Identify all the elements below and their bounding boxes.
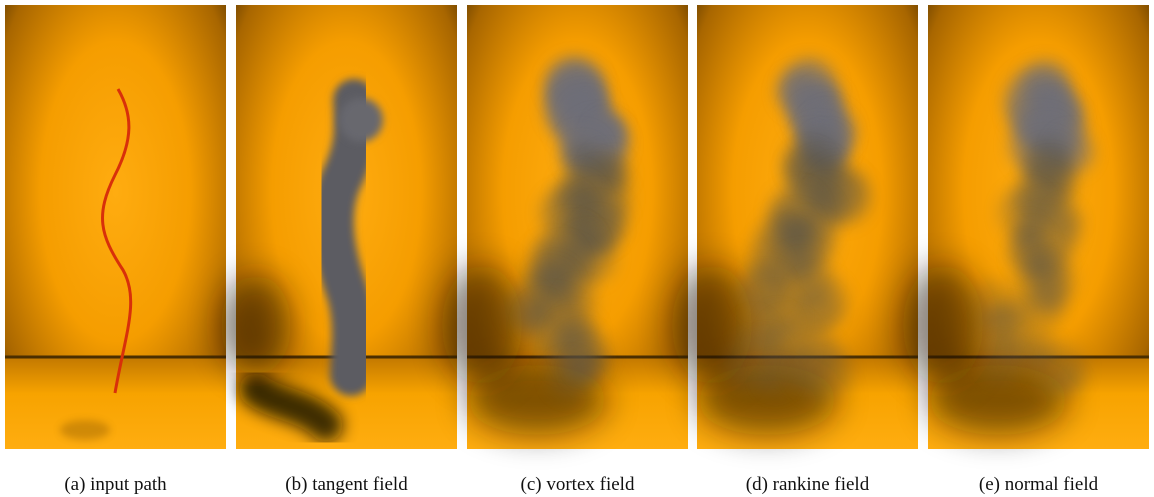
caption: (d) rankine field xyxy=(746,474,870,495)
shadow xyxy=(60,420,110,440)
caption: (e) normal field xyxy=(979,474,1099,495)
shadow xyxy=(903,265,983,385)
smoke-puff xyxy=(548,357,590,399)
shadow xyxy=(221,275,291,375)
caption: (c) vortex field xyxy=(521,474,635,495)
panel xyxy=(442,5,688,449)
smoke-puff xyxy=(1051,363,1080,392)
caption: (b) tangent field xyxy=(285,474,408,495)
shadow xyxy=(442,265,522,385)
panel xyxy=(5,5,226,449)
smoke-head xyxy=(339,98,383,142)
panel xyxy=(221,5,457,449)
figure: (a) input path (b) tangent field (c) vorte… xyxy=(0,0,1154,497)
smoke-tube xyxy=(333,100,355,375)
smoke-puff xyxy=(758,360,793,395)
panel xyxy=(903,5,1149,449)
floor xyxy=(5,357,226,449)
caption: (a) input path xyxy=(64,474,167,495)
panel xyxy=(672,5,918,449)
smoke-puff xyxy=(979,341,1022,384)
smoke-puff xyxy=(791,340,852,401)
